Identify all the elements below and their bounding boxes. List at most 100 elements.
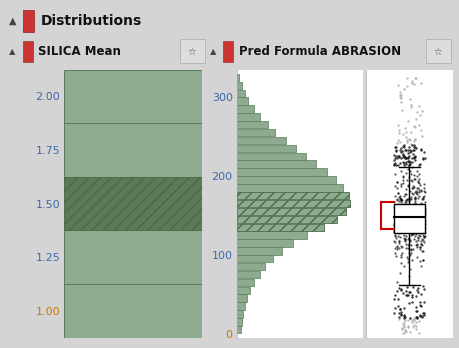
Point (408, 78, 415, 84)
Point (402, 211, 409, 217)
Point (420, 221, 428, 227)
Point (408, 205, 415, 211)
Point (412, 238, 419, 244)
Bar (236, 200, 349, 207)
Point (402, 329, 409, 334)
Point (403, 196, 410, 201)
Point (396, 168, 403, 174)
Point (406, 130, 414, 135)
Point (409, 318, 416, 323)
Point (414, 236, 421, 241)
Bar (223, 41, 233, 62)
Point (408, 292, 415, 298)
Point (411, 201, 419, 206)
Bar (236, 200, 349, 207)
Point (411, 125, 418, 130)
Point (395, 306, 403, 312)
Point (395, 311, 402, 316)
Point (392, 207, 400, 212)
Point (401, 216, 409, 221)
Point (406, 208, 413, 214)
Point (404, 235, 411, 241)
Point (400, 162, 407, 167)
Point (413, 228, 420, 234)
Point (397, 215, 405, 221)
Point (419, 228, 426, 233)
Point (394, 216, 401, 221)
Point (390, 199, 397, 205)
Bar (236, 286, 249, 294)
Text: ▲: ▲ (9, 16, 17, 26)
Point (410, 153, 418, 158)
Point (398, 225, 406, 230)
Point (404, 118, 411, 124)
Point (396, 270, 403, 276)
Point (392, 226, 400, 231)
Point (419, 156, 426, 161)
Bar (236, 223, 324, 231)
Point (401, 292, 409, 298)
Point (402, 213, 409, 219)
Point (415, 234, 423, 239)
Bar (236, 97, 248, 105)
Point (399, 154, 406, 159)
Point (406, 239, 413, 244)
Point (394, 238, 402, 244)
Point (398, 173, 405, 179)
Point (396, 229, 403, 235)
Point (419, 310, 426, 316)
Point (393, 233, 401, 239)
Point (397, 197, 405, 203)
Point (398, 217, 405, 222)
Point (395, 160, 403, 166)
Point (402, 191, 409, 197)
Point (409, 191, 416, 197)
Point (417, 238, 424, 244)
Point (409, 214, 416, 220)
Bar (236, 192, 348, 199)
Point (408, 294, 415, 300)
Point (418, 236, 425, 242)
Point (397, 149, 404, 155)
Point (399, 312, 407, 317)
Point (416, 241, 424, 247)
Point (420, 193, 427, 199)
Point (414, 223, 422, 228)
Point (417, 263, 424, 268)
Point (417, 108, 425, 114)
Point (404, 175, 411, 180)
Point (400, 147, 408, 152)
Point (408, 257, 415, 263)
Point (420, 206, 427, 212)
Point (408, 317, 415, 323)
Point (418, 156, 425, 161)
Point (399, 142, 407, 148)
Point (420, 239, 427, 245)
Point (409, 142, 417, 148)
Point (406, 218, 413, 224)
Point (414, 232, 421, 238)
Point (417, 196, 425, 202)
Point (404, 251, 412, 256)
Point (416, 291, 424, 296)
Point (419, 189, 426, 194)
Point (413, 189, 420, 195)
Point (395, 194, 402, 199)
Point (405, 223, 413, 228)
Point (398, 331, 405, 336)
Point (390, 160, 397, 166)
Point (400, 237, 408, 243)
Point (412, 231, 419, 237)
Point (419, 149, 426, 154)
Point (402, 221, 409, 227)
Point (403, 323, 411, 329)
Point (415, 214, 422, 220)
Point (404, 215, 411, 220)
Point (415, 206, 422, 212)
Point (415, 244, 423, 250)
Point (402, 134, 409, 140)
Point (399, 144, 407, 149)
Point (392, 217, 400, 223)
Point (393, 197, 400, 203)
Point (397, 326, 405, 332)
